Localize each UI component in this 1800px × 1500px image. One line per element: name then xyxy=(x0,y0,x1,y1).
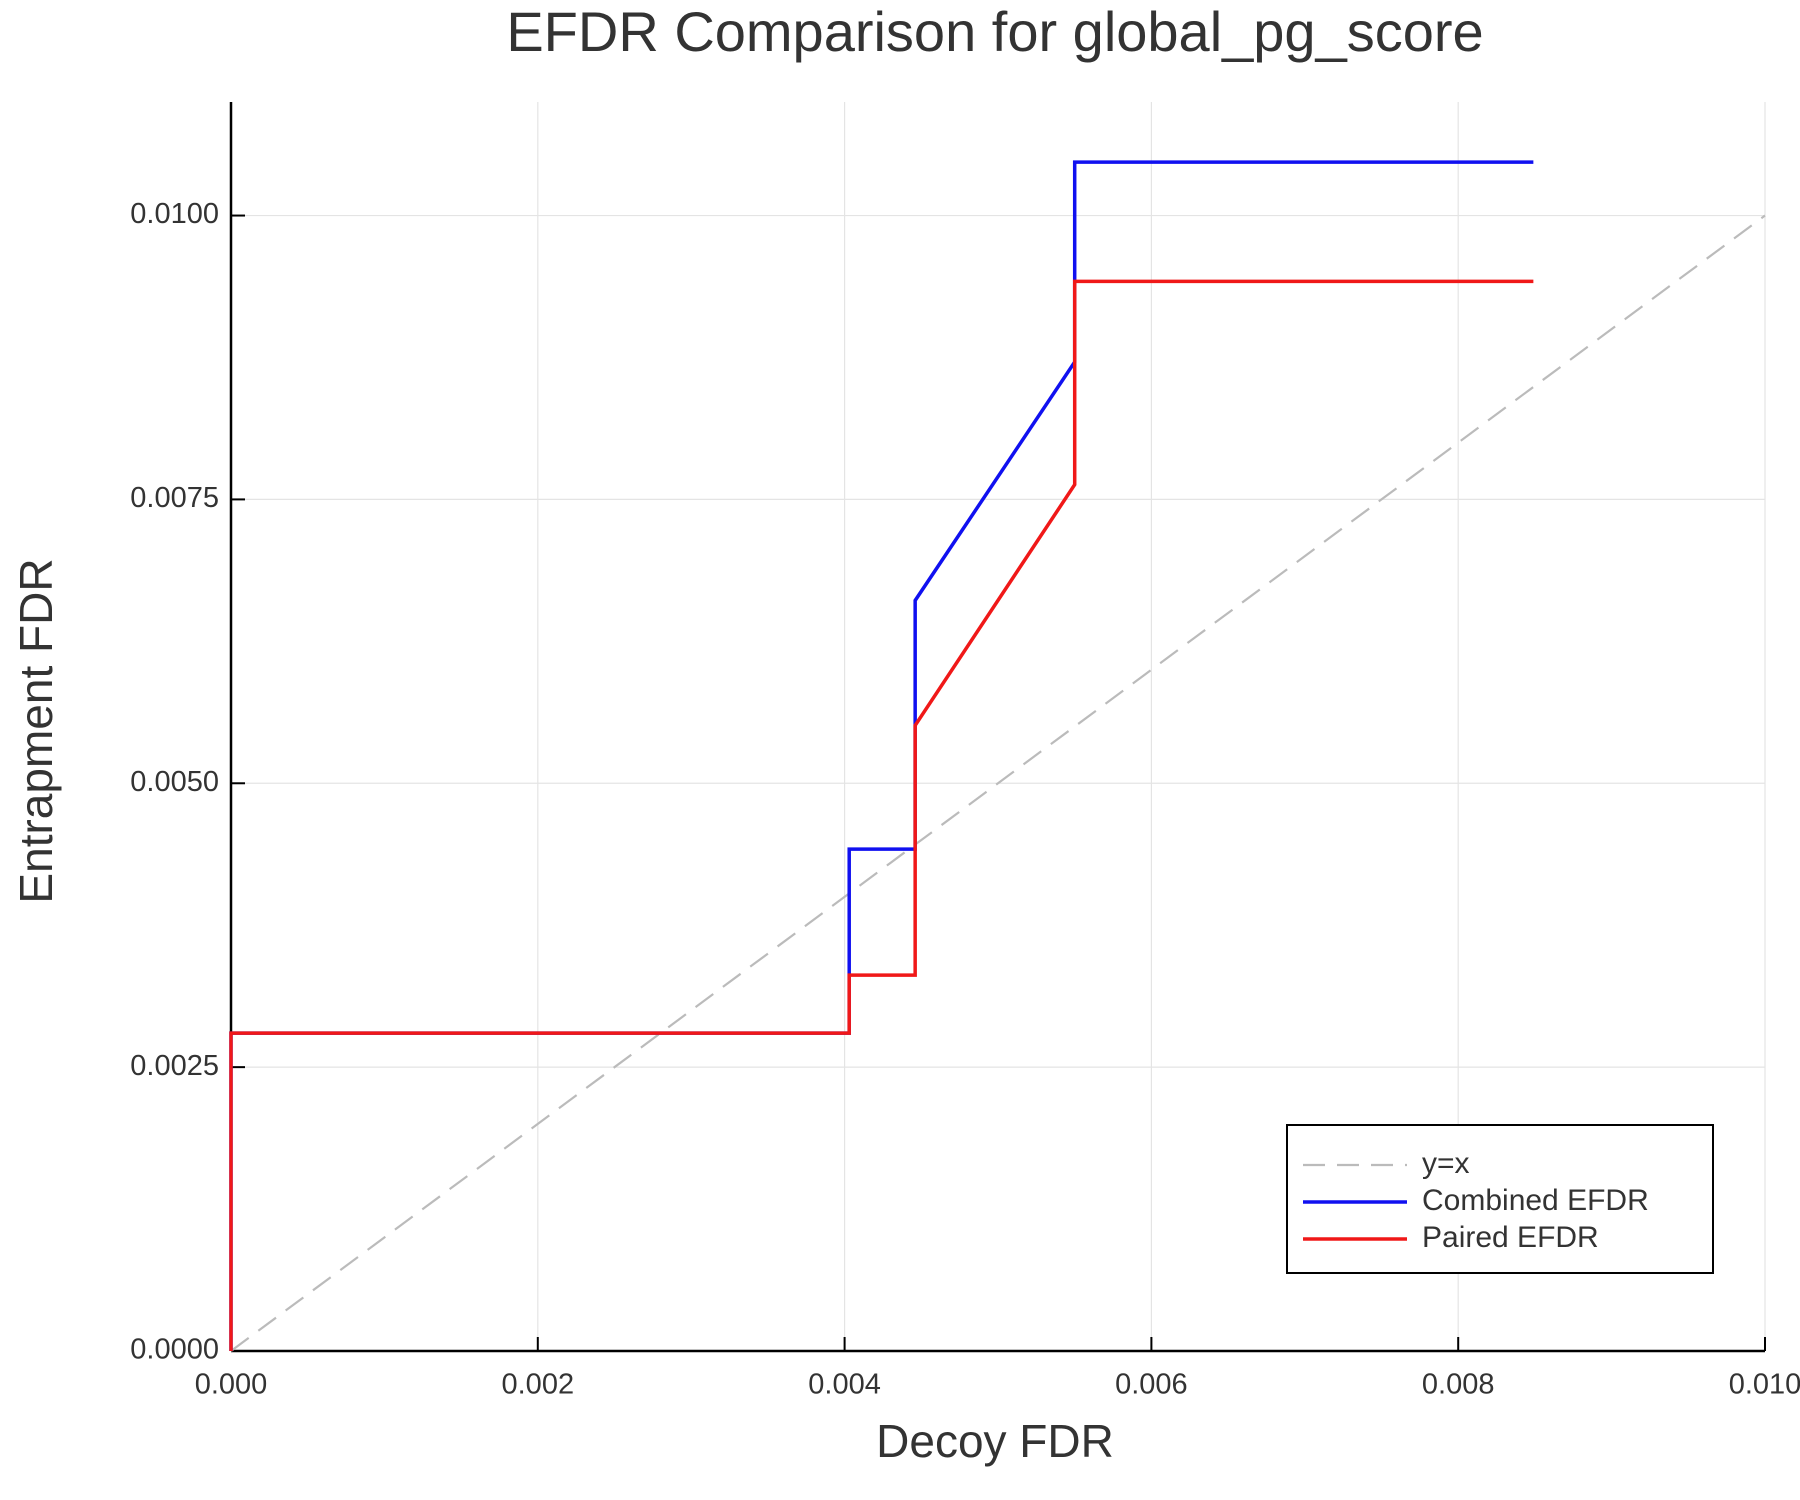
y-tick-label: 0.0025 xyxy=(130,1050,219,1082)
series-line xyxy=(230,214,1766,1352)
x-axis-label: Decoy FDR xyxy=(876,1415,1114,1467)
legend-label: Paired EFDR xyxy=(1422,1221,1599,1254)
series-line xyxy=(229,279,1534,1351)
x-tick-label: 0.008 xyxy=(1422,1369,1495,1401)
y-tick-label: 0.0100 xyxy=(130,198,219,230)
legend-label: y=x xyxy=(1422,1147,1470,1180)
x-tick-label: 0.004 xyxy=(808,1369,881,1401)
y-tick-label: 0.0050 xyxy=(130,766,219,798)
y-axis-label: Entrapment FDR xyxy=(10,558,62,903)
x-tick-label: 0.006 xyxy=(1115,1369,1188,1401)
legend-box xyxy=(1286,1124,1714,1274)
x-tick-label: 0.000 xyxy=(195,1369,268,1401)
y-tick-label: 0.0000 xyxy=(130,1334,219,1366)
x-tick-label: 0.002 xyxy=(502,1369,575,1401)
y-tick-label: 0.0075 xyxy=(130,482,219,514)
chart-title: EFDR Comparison for global_pg_score xyxy=(506,0,1483,63)
legend-label: Combined EFDR xyxy=(1422,1184,1649,1217)
x-tick-label: 0.010 xyxy=(1729,1369,1800,1401)
